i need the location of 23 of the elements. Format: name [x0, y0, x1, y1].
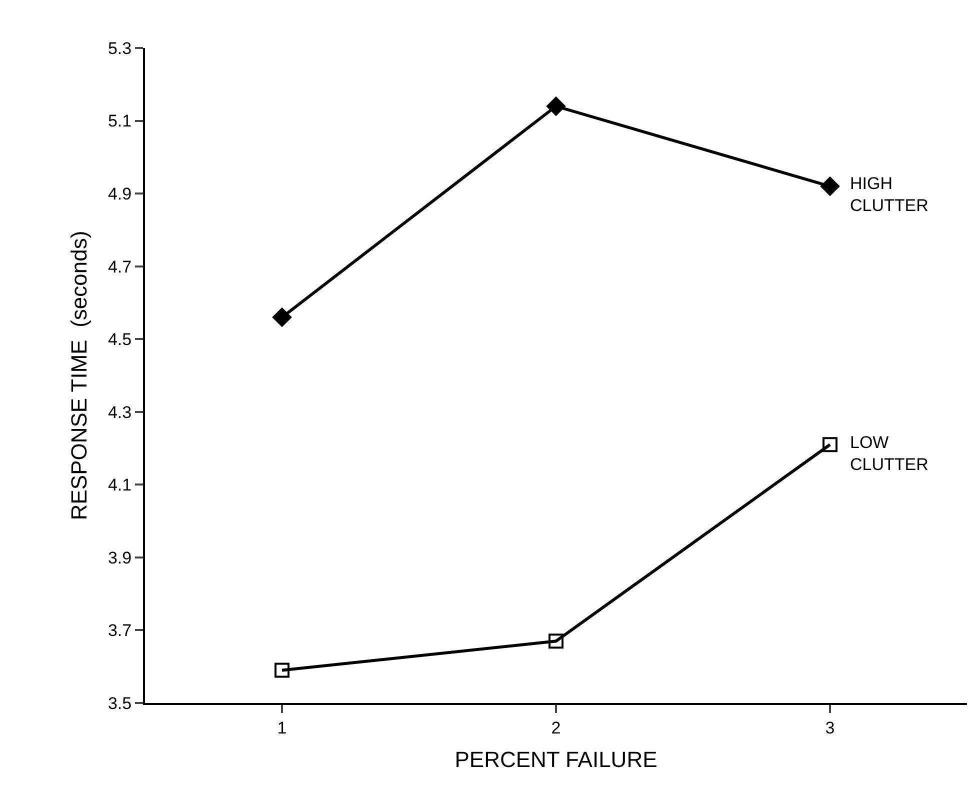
y-tick-label: 3.9 — [108, 548, 132, 568]
y-tick-label: 4.3 — [108, 402, 132, 422]
point — [272, 308, 292, 327]
y-axis-title: RESPONSE TIME (seconds) — [66, 230, 92, 520]
x-tick-label: 2 — [551, 718, 561, 738]
x-tick-label: 3 — [825, 718, 835, 738]
y-tick-label: 4.5 — [108, 330, 132, 350]
x-axis-title: PERCENT FAILURE — [454, 746, 658, 772]
y-tick-label: 4.1 — [108, 476, 132, 495]
y-tick-label: 4.7 — [108, 257, 132, 276]
point — [548, 634, 564, 649]
point — [546, 96, 566, 116]
point — [820, 176, 840, 196]
y-tick-label: 5.3 — [108, 38, 132, 58]
y-tick-label: 5.1 — [108, 112, 132, 131]
series-label: HIGH CLUTTER — [850, 174, 928, 216]
y-tick-label: 3.7 — [108, 621, 132, 640]
y-tick-label: 4.9 — [108, 184, 132, 204]
point — [822, 437, 838, 452]
series-label: LOW CLUTTER — [850, 433, 928, 474]
y-tick-label: 3.5 — [108, 694, 132, 713]
x-tick-label: 1 — [277, 718, 287, 738]
point — [274, 662, 290, 678]
